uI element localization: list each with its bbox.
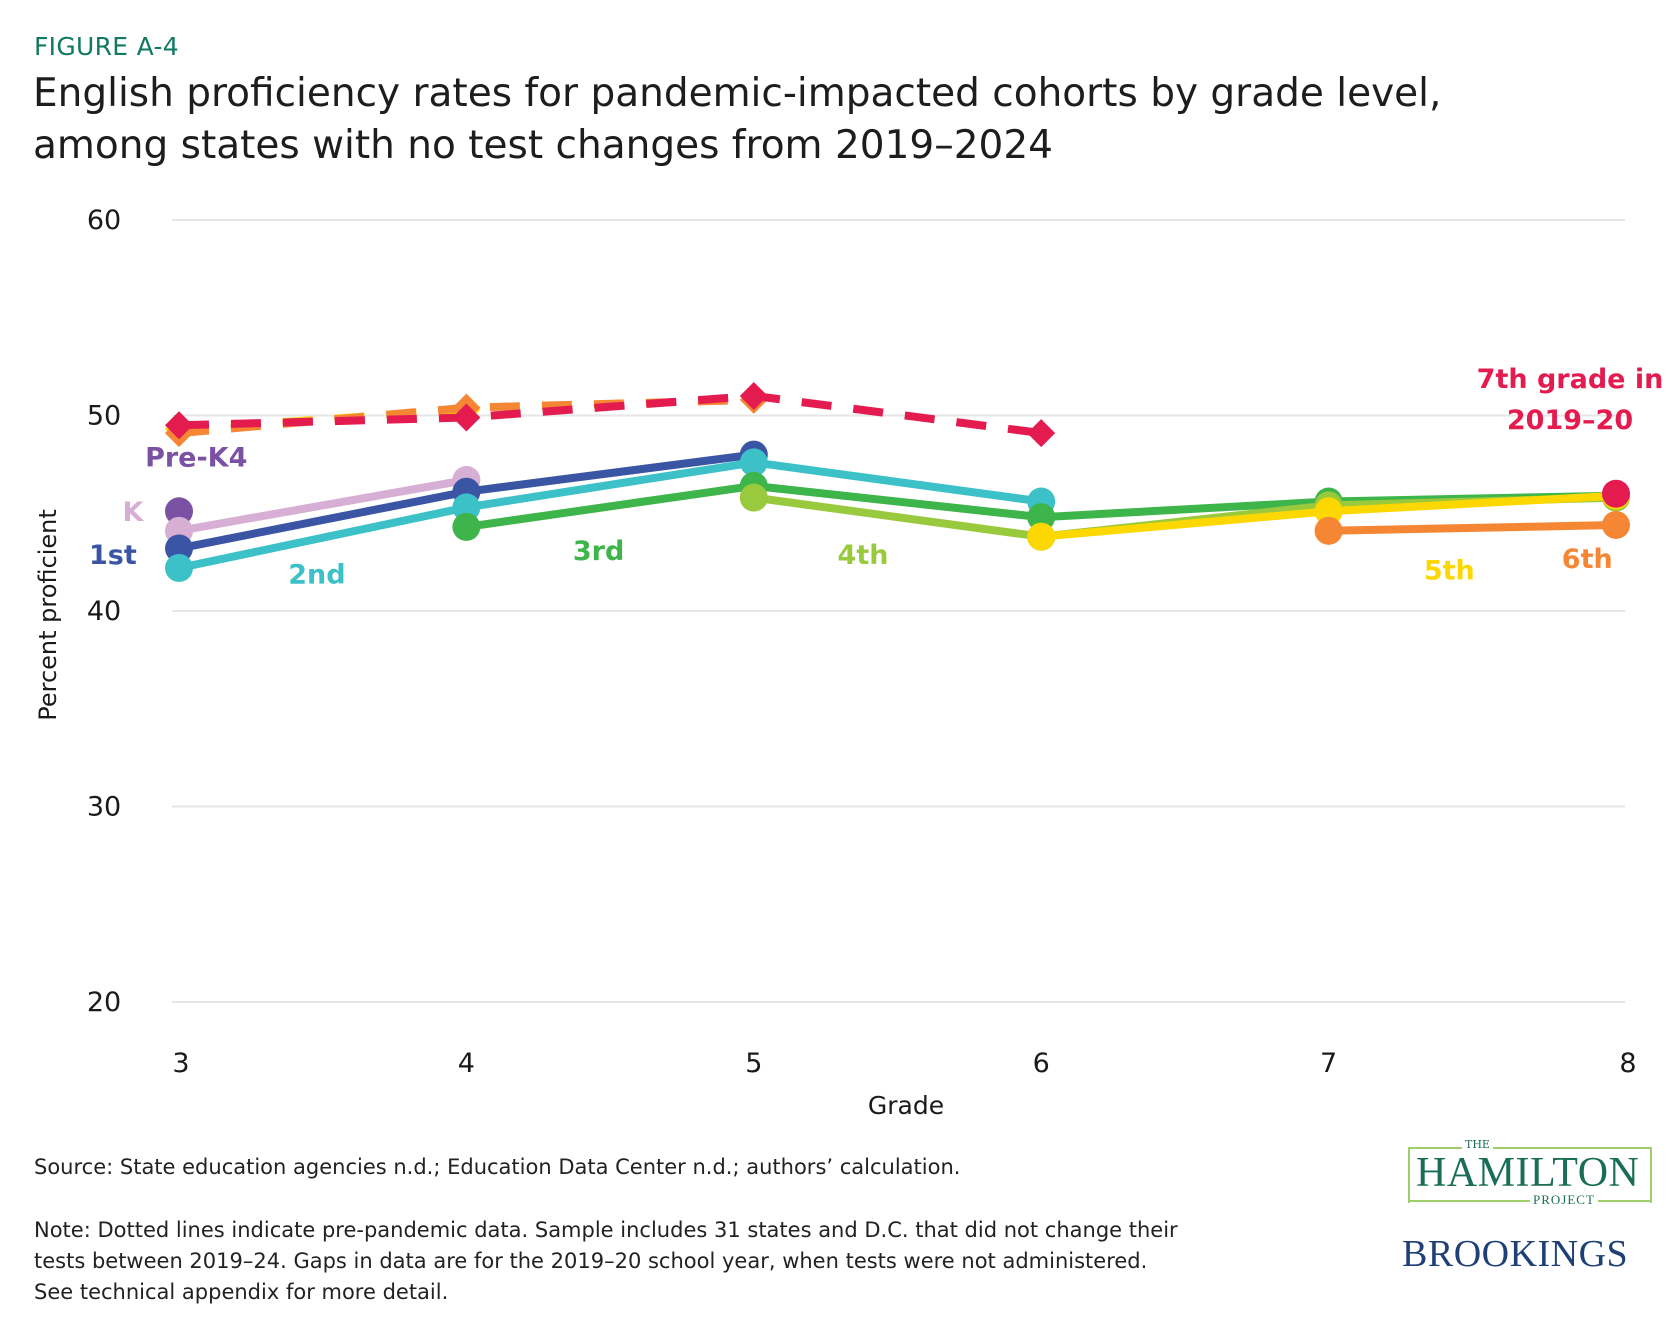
- series-7th-pre-pandemic-: [165, 381, 1056, 448]
- x-tick-label: 4: [458, 1048, 475, 1079]
- dashed-line: [178, 391, 1042, 438]
- hamilton-logo-wordmark: HAMILTON: [1416, 1150, 1640, 1196]
- y-tick-label: 30: [87, 792, 121, 823]
- point-marker: [739, 448, 768, 477]
- series-line: [1328, 521, 1617, 535]
- y-tick-label: 60: [87, 205, 121, 236]
- x-tick-label: 7: [1320, 1048, 1337, 1079]
- diamond-marker: [165, 411, 193, 440]
- series-6th: [1314, 510, 1630, 545]
- series-k: [165, 466, 481, 545]
- y-tick-label: 40: [87, 596, 121, 627]
- diamond-marker: [452, 403, 481, 432]
- diamond-marker: [739, 381, 768, 410]
- point-marker: [1314, 497, 1343, 526]
- x-axis-label: Grade: [868, 1091, 944, 1120]
- series-pre-k4: [165, 497, 193, 526]
- y-tick-label: 20: [87, 987, 121, 1018]
- x-axis-ticks: 3 4 5 6 7 8: [172, 1048, 1636, 1079]
- series-label: Pre-K4: [145, 442, 247, 473]
- series-label: 1st: [89, 540, 137, 571]
- series-line: [178, 458, 1042, 572]
- x-tick-label: 8: [1619, 1048, 1636, 1079]
- y-axis-ticks: 20 30 40 50 60: [87, 205, 121, 1018]
- brookings-logo: BROOKINGS: [1402, 1233, 1629, 1275]
- point-marker: [1602, 510, 1630, 539]
- source-note: Source: State education agencies n.d.; E…: [34, 1155, 961, 1179]
- point-marker: [452, 493, 481, 522]
- point-marker: [165, 497, 193, 526]
- point-marker: [1602, 479, 1630, 508]
- footnote-line: Note: Dotted lines indicate pre-pandemic…: [34, 1218, 1178, 1242]
- point-marker: [165, 534, 193, 563]
- line-chart: 20 30 40 50 60 3 4 5 6 7 8 Percent proficient Gra…: [34, 205, 1663, 1120]
- chart-title-line-1: English proficiency rates for pandemic-i…: [33, 71, 1442, 116]
- point-marker: [739, 483, 768, 512]
- y-tick-label: 50: [87, 401, 121, 432]
- point-marker: [1314, 516, 1343, 545]
- series-label: K: [123, 497, 145, 528]
- dashed-line: [178, 405, 467, 434]
- series-label: 2019–20: [1507, 405, 1633, 436]
- series-label: 7th grade in: [1477, 364, 1664, 395]
- hamilton-logo-project: PROJECT: [1530, 1192, 1598, 1208]
- series-layer: [165, 381, 1630, 582]
- diamond-marker: [1027, 419, 1056, 448]
- series-line: [178, 476, 468, 535]
- series-label: 6th: [1562, 544, 1613, 575]
- series-label: 3rd: [573, 536, 624, 567]
- footnote-line: See technical appendix for more detail.: [34, 1280, 449, 1304]
- x-tick-label: 6: [1033, 1048, 1050, 1079]
- footnote: Note: Dotted lines indicate pre-pandemic…: [34, 1215, 1354, 1308]
- y-axis-label: Percent proficient: [34, 509, 62, 721]
- annotations-layer: Pre-K4K 1st 2nd 3rd 4th 5th 6th 7th grade in 201…: [89, 364, 1663, 591]
- point-marker: [165, 553, 193, 582]
- x-tick-label: 3: [172, 1048, 189, 1079]
- point-marker: [1027, 503, 1056, 532]
- gridlines: [172, 219, 1625, 1003]
- series-label: 5th: [1424, 556, 1475, 587]
- series-7th-grade-in-2019-20: [1602, 479, 1630, 508]
- series-5th-pre-pandemic-: [165, 395, 481, 444]
- x-tick-label: 5: [745, 1048, 762, 1079]
- point-marker: [1027, 522, 1056, 551]
- figure-label: FIGURE A-4: [34, 32, 180, 61]
- footnote-line: tests between 2019–24. Gaps in data are …: [34, 1249, 1148, 1273]
- series-1st: [165, 440, 768, 563]
- series-label: 4th: [838, 540, 889, 571]
- chart-title: English proficiency rates for pandemic-i…: [33, 68, 1653, 172]
- chart-title-line-2: among states with no test changes from 2…: [33, 123, 1053, 168]
- point-marker: [452, 512, 481, 541]
- series-label: 2nd: [288, 560, 345, 591]
- hamilton-project-logo-frame: [1408, 1147, 1652, 1203]
- hamilton-logo-the: THE: [1462, 1138, 1493, 1151]
